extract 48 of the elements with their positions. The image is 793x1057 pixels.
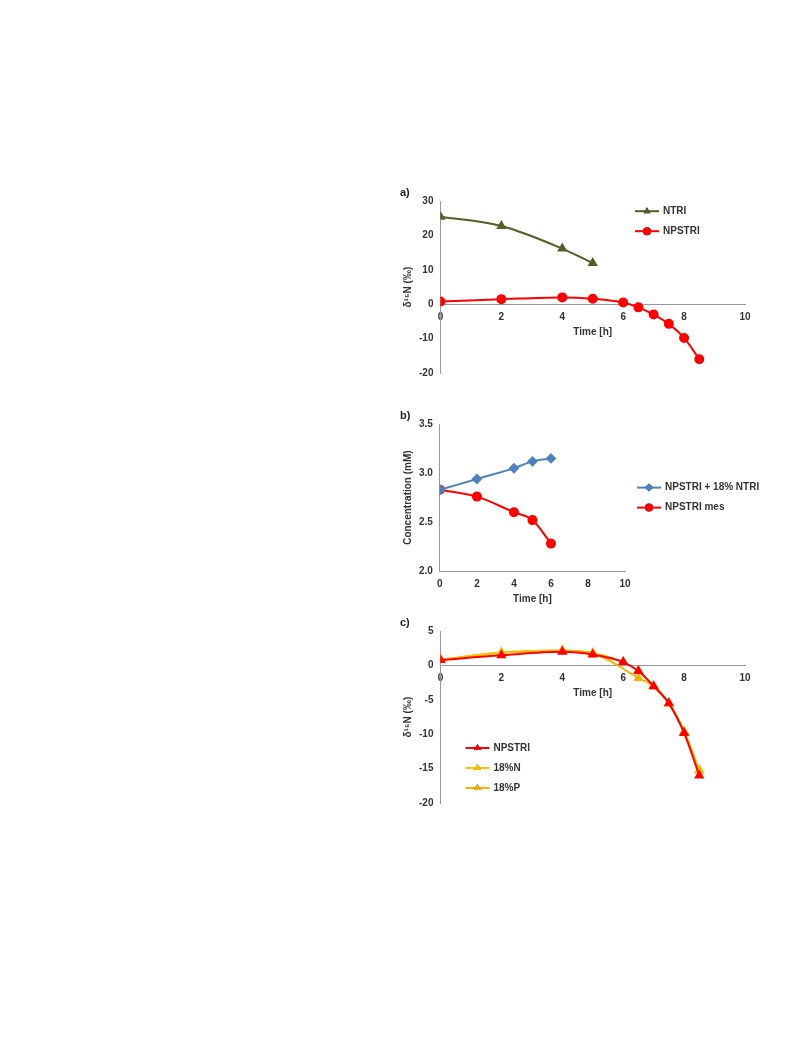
x-tick-label: 8 bbox=[681, 672, 688, 684]
x-tick-label: 4 bbox=[559, 672, 566, 684]
y-axis-title: Concentration (mM) bbox=[401, 450, 413, 545]
y-tick-label: -15 bbox=[419, 762, 434, 774]
y-tick-label: 0 bbox=[427, 659, 434, 671]
legend-label: NPSTRI mes bbox=[665, 501, 725, 513]
y-tick-label: -10 bbox=[419, 728, 434, 740]
legend-label: 18%P bbox=[493, 781, 521, 793]
x-tick-label: 8 bbox=[585, 577, 592, 589]
x-axis-title: Time [h] bbox=[513, 592, 552, 604]
x-tick-label: 0 bbox=[437, 577, 444, 589]
x-tick-label: 2 bbox=[474, 577, 481, 589]
legend-label: NPSTRI bbox=[663, 224, 700, 236]
x-tick-label: 10 bbox=[739, 311, 751, 323]
y-tick-label: -20 bbox=[419, 366, 434, 378]
y-tick-label: 30 bbox=[422, 194, 434, 206]
y-axis-title: δ¹⁵N (‰) bbox=[401, 696, 413, 738]
legend-label: NTRI bbox=[663, 204, 687, 216]
x-tick-label: 6 bbox=[620, 672, 627, 684]
y-tick-label: 20 bbox=[422, 229, 434, 241]
y-tick-label: 0 bbox=[427, 298, 434, 310]
x-tick-label: 6 bbox=[620, 311, 627, 323]
y-tick-label: 3.0 bbox=[419, 466, 434, 478]
y-tick-label: -20 bbox=[419, 796, 434, 808]
y-tick-label: 2.0 bbox=[419, 564, 434, 576]
legend-label: NPSTRI bbox=[493, 741, 531, 753]
y-tick-label: -5 bbox=[424, 693, 434, 705]
y-tick-label: 10 bbox=[422, 263, 434, 275]
chart-title: a) bbox=[400, 185, 411, 198]
x-axis-title: Time [h] bbox=[573, 326, 613, 338]
legend-label: NPSTRI + 18% NTRI bbox=[665, 481, 760, 493]
x-tick-label: 10 bbox=[739, 672, 751, 684]
y-axis-title: δ¹⁵N (‰) bbox=[401, 266, 413, 308]
y-tick-label: 5 bbox=[427, 624, 434, 636]
x-axis-title: Time [h] bbox=[573, 687, 613, 699]
x-tick-label: 10 bbox=[619, 577, 631, 589]
x-tick-label: 2 bbox=[498, 311, 505, 323]
y-tick-label: 2.5 bbox=[419, 515, 434, 527]
x-tick-label: 2 bbox=[498, 672, 505, 684]
x-tick-label: 4 bbox=[511, 577, 518, 589]
y-tick-label: 3.5 bbox=[419, 417, 434, 429]
x-tick-label: 8 bbox=[681, 311, 688, 323]
x-tick-label: 4 bbox=[559, 311, 566, 323]
legend-label: 18%N bbox=[493, 761, 521, 773]
chart-title: c) bbox=[400, 615, 411, 628]
chart-title: b) bbox=[400, 408, 411, 421]
y-tick-label: -10 bbox=[419, 332, 434, 344]
x-tick-label: 6 bbox=[548, 577, 555, 589]
